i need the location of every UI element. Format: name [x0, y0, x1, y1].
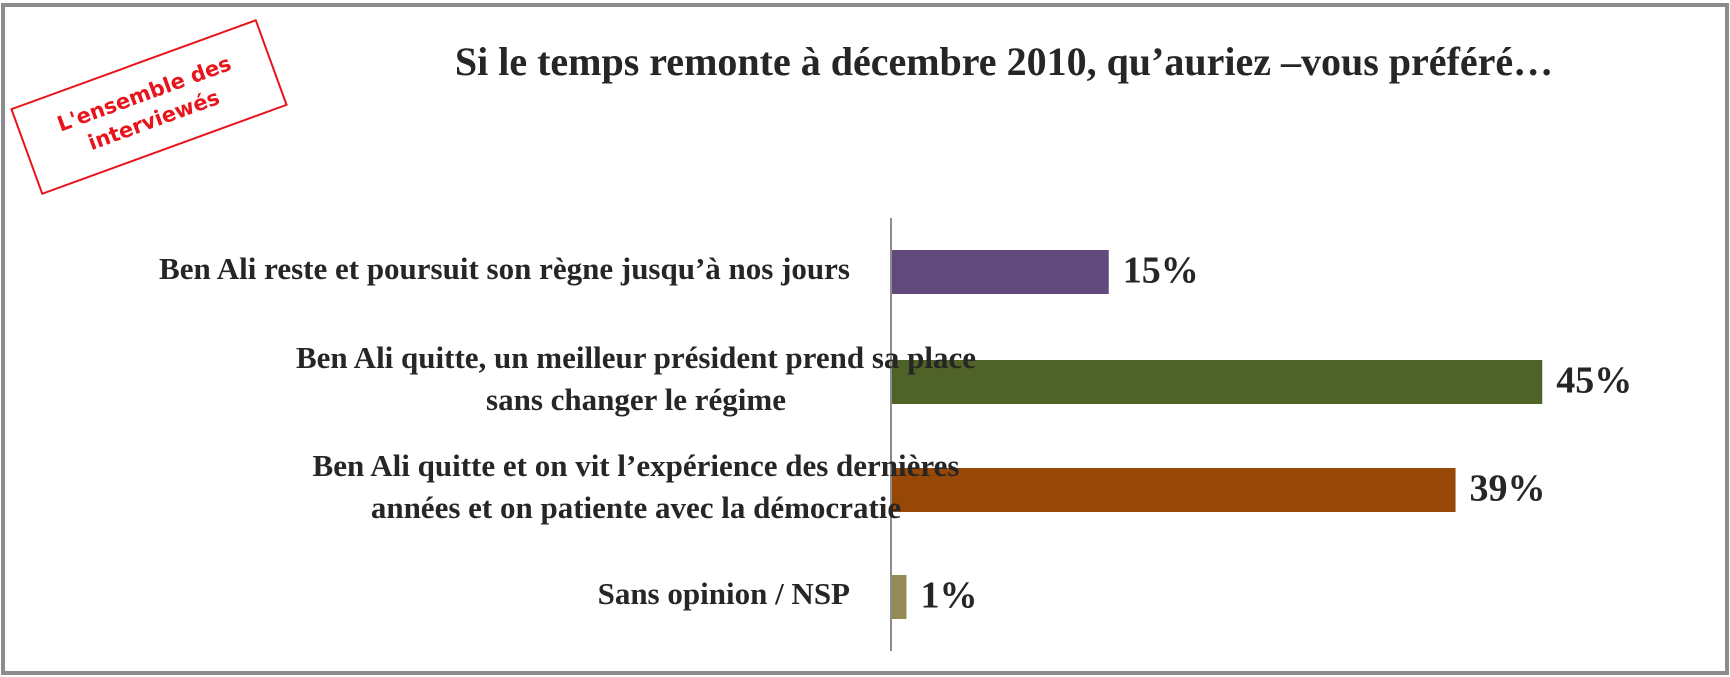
- value-label: 39%: [1470, 468, 1546, 510]
- bar: [892, 468, 1456, 512]
- bar: [892, 250, 1109, 294]
- stamp-box: [10, 18, 288, 196]
- frame: [1, 3, 1729, 675]
- category-label: Ben Ali quitte et on vit l’expérience de…: [313, 448, 960, 525]
- category-label: Sans opinion / NSP: [598, 576, 850, 611]
- bar: [892, 575, 907, 619]
- value-label: 15%: [1123, 250, 1199, 292]
- bar: [892, 360, 1543, 404]
- category-label: Ben Ali quitte, un meilleur président pr…: [296, 340, 976, 417]
- category-label: Ben Ali reste et poursuit son règne jusq…: [159, 251, 850, 286]
- value-label: 1%: [920, 575, 977, 617]
- chart-title: Si le temps remonte à décembre 2010, qu’…: [455, 39, 1553, 84]
- value-label: 45%: [1556, 360, 1632, 402]
